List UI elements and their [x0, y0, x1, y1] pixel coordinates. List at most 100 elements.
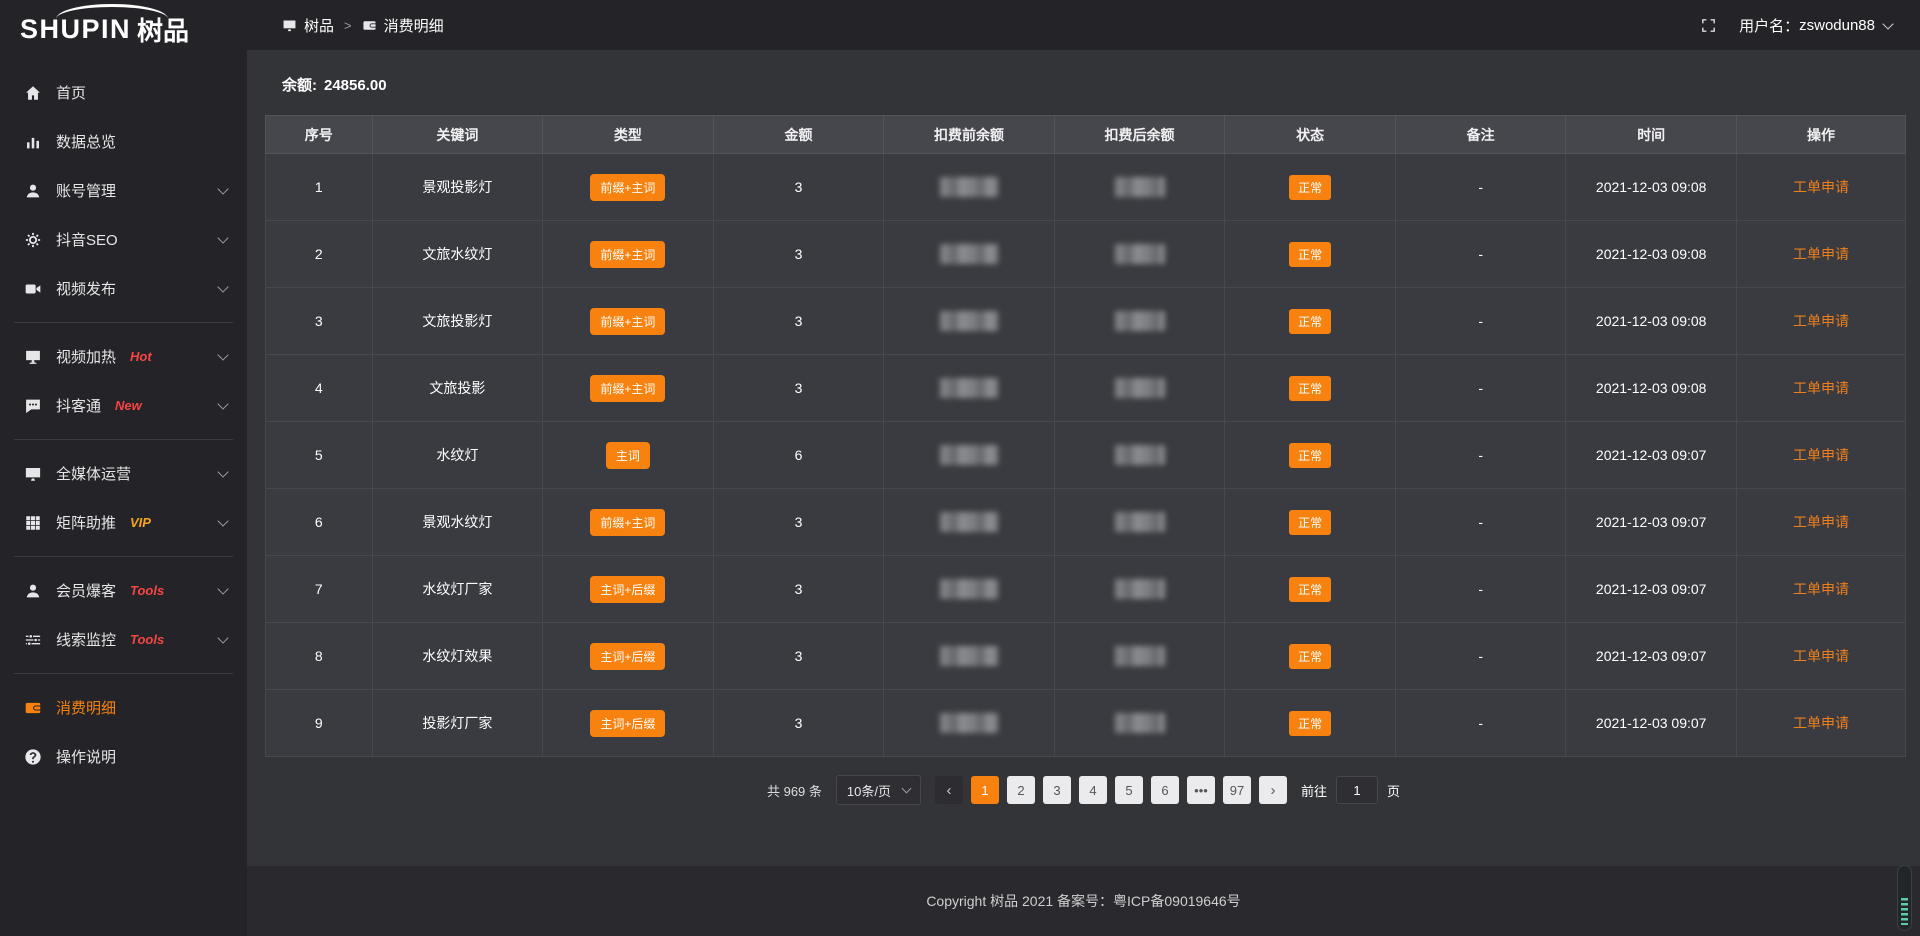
work-order-link[interactable]: 工单申请	[1792, 648, 1849, 664]
question-icon	[24, 748, 42, 766]
cell-action: 工单申请	[1735, 689, 1907, 757]
prev-page-button[interactable]: ‹	[934, 776, 963, 804]
page-button-6[interactable]: 6	[1150, 776, 1179, 804]
page-button-2[interactable]: 2	[1006, 776, 1035, 804]
sidebar-item-chart[interactable]: 数据总览	[0, 117, 247, 166]
status-badge: 正常	[1289, 710, 1332, 736]
sidebar-item-screen[interactable]: 视频加热 Hot	[0, 332, 247, 381]
sidebar-item-chat[interactable]: 抖客通 New	[0, 381, 247, 430]
goto-page-input[interactable]	[1336, 776, 1378, 804]
column-header: 时间	[1565, 115, 1737, 154]
sidebar-item-wallet[interactable]: 消费明细	[0, 683, 247, 732]
work-order-link[interactable]: 工单申请	[1792, 313, 1849, 329]
breadcrumb-root[interactable]: 树品	[304, 17, 335, 35]
cell-time: 2021-12-03 09:08	[1565, 220, 1737, 288]
page-button-1[interactable]: 1	[970, 776, 999, 804]
masked-balance-before	[940, 579, 998, 599]
sidebar-item-home[interactable]: 首页	[0, 68, 247, 117]
more-pages-button[interactable]: •••	[1186, 776, 1215, 804]
user-menu[interactable]: 用户名： zswodun88	[1739, 15, 1894, 36]
cell-amount: 3	[712, 287, 885, 355]
cell-balance-before	[883, 555, 1055, 623]
cell-amount: 3	[712, 488, 885, 556]
column-header: 类型	[542, 115, 714, 154]
sidebar-item-label: 数据总览	[56, 134, 117, 151]
work-order-link[interactable]: 工单申请	[1792, 447, 1849, 463]
status-badge: 正常	[1289, 643, 1332, 669]
cell-balance-after	[1053, 488, 1226, 556]
chevron-down-icon	[217, 582, 229, 595]
page-button-4[interactable]: 4	[1078, 776, 1107, 804]
video-icon	[24, 280, 42, 298]
cell-type: 主词	[542, 421, 714, 489]
chevron-down-icon	[217, 514, 229, 527]
breadcrumb-separator: >	[344, 17, 352, 33]
masked-balance-after	[1114, 177, 1165, 197]
work-order-link[interactable]: 工单申请	[1792, 715, 1849, 731]
breadcrumb: 树品 > 消费明细	[282, 15, 444, 36]
column-header: 金额	[712, 115, 885, 154]
chevron-down-icon	[1882, 17, 1894, 30]
cell-keyword: 文旅投影灯	[371, 287, 544, 355]
wallet-icon	[362, 18, 377, 33]
page-button-5[interactable]: 5	[1114, 776, 1143, 804]
sidebar-item-gear[interactable]: 抖音SEO	[0, 215, 247, 264]
chevron-down-icon	[217, 397, 229, 410]
page-button-3[interactable]: 3	[1042, 776, 1071, 804]
page-button-97[interactable]: 97	[1222, 776, 1251, 804]
sidebar-item-video[interactable]: 视频发布	[0, 264, 247, 313]
cell-balance-after	[1053, 153, 1226, 221]
cell-balance-before	[883, 622, 1055, 690]
sidebar-item-monitor[interactable]: 全媒体运营	[0, 449, 247, 498]
cell-type: 主词+后缀	[542, 689, 714, 757]
sidebar-item-user[interactable]: 账号管理	[0, 166, 247, 215]
cell-action: 工单申请	[1735, 354, 1907, 422]
masked-balance-before	[940, 512, 998, 532]
sidebar-item-person[interactable]: 会员爆客 Tools	[0, 566, 247, 615]
cell-action: 工单申请	[1735, 488, 1907, 556]
cell-balance-before	[883, 153, 1055, 221]
sidebar-item-question[interactable]: 操作说明	[0, 732, 247, 781]
cell-index: 4	[265, 354, 373, 422]
column-header: 扣费后余额	[1053, 115, 1226, 154]
column-header: 操作	[1735, 115, 1907, 154]
page-size-select[interactable]: 10条/页	[835, 775, 921, 805]
cell-status: 正常	[1224, 354, 1396, 422]
cell-type: 前缀+主词	[542, 488, 714, 556]
cell-amount: 3	[712, 555, 885, 623]
chevron-down-icon	[217, 465, 229, 478]
cell-time: 2021-12-03 09:07	[1565, 421, 1737, 489]
column-header: 备注	[1394, 115, 1567, 154]
fullscreen-icon[interactable]	[1700, 17, 1717, 34]
sidebar: SHUPIN 树品 首页 数据总览 账号管理 抖音SEO 视频发布 视频加热 Hot 抖客通 N…	[0, 0, 247, 936]
masked-balance-before	[940, 646, 998, 666]
floating-scrollbar-widget[interactable]	[1897, 865, 1912, 931]
cell-time: 2021-12-03 09:08	[1565, 287, 1737, 355]
type-badge: 主词+后缀	[590, 709, 666, 737]
masked-balance-before	[940, 244, 998, 264]
work-order-link[interactable]: 工单申请	[1792, 380, 1849, 396]
cell-time: 2021-12-03 09:08	[1565, 354, 1737, 422]
table-row: 9 投影灯厂家 主词+后缀 3 正常 -2021-12-03 09:07 工单申请	[265, 689, 1907, 757]
sidebar-item-sliders[interactable]: 线索监控 Tools	[0, 615, 247, 664]
sliders-icon	[24, 631, 42, 649]
next-page-button[interactable]: ›	[1258, 776, 1287, 804]
cell-type: 前缀+主词	[542, 354, 714, 422]
work-order-link[interactable]: 工单申请	[1792, 581, 1849, 597]
sidebar-item-label: 账号管理	[56, 183, 117, 200]
work-order-link[interactable]: 工单申请	[1792, 179, 1849, 195]
cell-amount: 3	[712, 220, 885, 288]
sidebar-item-grid[interactable]: 矩阵助推 VIP	[0, 498, 247, 547]
cell-type: 前缀+主词	[542, 287, 714, 355]
sidebar-menu: 首页数据总览账号管理抖音SEO 视频发布视频加热 Hot 抖客通 New 全媒体运营 矩阵助…	[0, 58, 247, 781]
cell-index: 9	[265, 689, 373, 757]
goto-page: 前往 页	[1301, 776, 1400, 804]
cell-remark: -	[1394, 153, 1567, 221]
sidebar-divider	[14, 673, 233, 674]
work-order-link[interactable]: 工单申请	[1792, 246, 1849, 262]
masked-balance-before	[940, 378, 998, 398]
cell-status: 正常	[1224, 622, 1396, 690]
sidebar-item-label: 操作说明	[56, 749, 117, 766]
work-order-link[interactable]: 工单申请	[1792, 514, 1849, 530]
